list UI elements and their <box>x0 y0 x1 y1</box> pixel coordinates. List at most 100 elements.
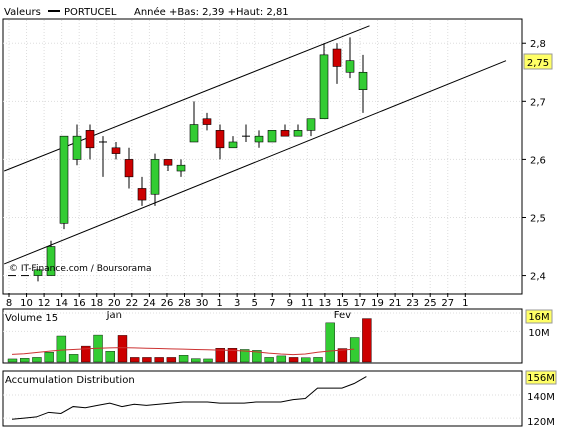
candle-body <box>202 118 212 125</box>
candle-body <box>358 71 368 91</box>
volume-bar <box>337 348 348 363</box>
candle-body <box>176 164 186 172</box>
volume-panel: Volume 15 16M 10M <box>2 308 553 364</box>
series-label: Valeurs <box>4 7 41 18</box>
x-tick-label: 21 <box>389 298 402 309</box>
ad-line <box>11 376 367 420</box>
volume-bar <box>288 357 299 363</box>
volume-bar <box>20 358 30 363</box>
x-tick-label: 1 <box>462 298 468 309</box>
volume-bar <box>252 350 262 363</box>
x-tick-label: 7 <box>269 298 275 309</box>
volume-bar <box>154 357 164 363</box>
candle-body <box>189 124 199 143</box>
price-y-axis: 2,4 2,5 2,6 2,7 2,8 <box>522 39 546 283</box>
ad-tick-low: 120M <box>527 417 555 428</box>
x-tick-label: 11 <box>301 298 314 309</box>
volume-bar <box>81 345 91 363</box>
volume-bar <box>313 357 323 363</box>
ticker-label: PORTUCEL <box>64 7 117 18</box>
x-tick-label: 19 <box>371 298 384 309</box>
year-range-label: Année +Bas: 2,39 +Haut: 2,81 <box>134 6 289 18</box>
candle-body <box>319 54 329 120</box>
last-price-label: 2,75 <box>527 58 549 69</box>
x-tick-label: 16 <box>73 298 86 309</box>
candle-body <box>345 60 355 73</box>
candle-body <box>33 269 43 276</box>
volume-average-polyline <box>11 347 355 356</box>
volume-bar <box>7 358 18 363</box>
x-tick-label: 12 <box>38 298 51 309</box>
candle-body <box>280 130 290 137</box>
candle-body <box>124 159 134 178</box>
x-tick-label: 3 <box>234 298 240 309</box>
volume-bar <box>166 357 177 363</box>
x-tick-label: 1 <box>216 298 222 309</box>
volume-average-line <box>11 347 355 356</box>
x-tick-label: 15 <box>336 298 349 309</box>
x-tick-label: 27 <box>441 298 454 309</box>
volume-bar <box>239 349 250 363</box>
month-label: Jan <box>106 310 122 321</box>
price-panel-frame <box>2 18 523 295</box>
volume-bar <box>117 335 128 363</box>
volume-bar <box>129 357 140 363</box>
candle-body <box>293 130 303 137</box>
candle-body <box>254 135 264 143</box>
ad-tick-mid: 140M <box>527 392 555 403</box>
ad-grid <box>3 394 522 419</box>
x-tick-label: 13 <box>319 298 332 309</box>
ad-polyline <box>11 376 367 420</box>
ad-panel: Accumulation Distribution 156M 140M 120M <box>2 370 557 428</box>
trend-line <box>4 60 507 265</box>
y-tick-label: 2,8 <box>530 39 546 50</box>
x-tick-label: 8 <box>6 298 12 309</box>
volume-bar <box>178 355 189 363</box>
volume-bar <box>44 352 54 363</box>
x-tick-label: 24 <box>143 298 156 309</box>
volume-bar <box>325 322 335 363</box>
x-tick-label: 30 <box>196 298 209 309</box>
month-label: Fev <box>334 310 351 321</box>
x-tick-label: 28 <box>178 298 191 309</box>
volume-bar <box>301 357 311 363</box>
volume-tick-high: 16M <box>528 312 549 323</box>
volume-bar <box>191 358 201 363</box>
candles <box>8 37 368 282</box>
volume-bar <box>215 348 225 363</box>
last-price-badge <box>523 53 553 70</box>
y-tick-label: 2,4 <box>530 272 546 283</box>
candle-body <box>150 159 160 195</box>
x-tick-label: 17 <box>354 298 367 309</box>
x-tick-label: 20 <box>108 298 121 309</box>
ad-last-badge <box>525 370 557 385</box>
volume-title: Volume 15 <box>5 313 58 324</box>
price-panel: © IT-Finance.com / Boursorama 2,42,52,62… <box>2 18 553 321</box>
candle-body <box>59 135 69 224</box>
ad-title: Accumulation Distribution <box>5 375 135 386</box>
volume-panel-frame <box>2 308 523 364</box>
x-tick-label: 23 <box>406 298 419 309</box>
x-tick-label: 25 <box>424 298 437 309</box>
price-grid <box>3 20 522 293</box>
volume-bar <box>264 357 274 363</box>
candle-body <box>137 188 147 201</box>
volume-tick-mid: 10M <box>528 328 549 339</box>
volume-bar <box>142 357 152 363</box>
x-tick-label: 5 <box>252 298 258 309</box>
candle-body <box>163 159 173 166</box>
volume-last-badge <box>525 309 553 324</box>
chart-header: Valeurs PORTUCEL Année +Bas: 2,39 +Haut:… <box>4 6 289 18</box>
y-tick-label: 2,7 <box>530 97 546 108</box>
volume-bar <box>362 318 372 363</box>
candle-body <box>85 130 95 149</box>
volume-bar <box>32 357 42 363</box>
volume-bar <box>68 354 79 363</box>
x-tick-label: 26 <box>161 298 174 309</box>
ad-panel-frame <box>2 370 523 427</box>
x-axis: 8 10 12 14 16 18 20 22 24 26 28 30 1 3 5 7 9 11 13 15 17 19 21… <box>6 293 468 321</box>
volume-bar <box>227 348 238 363</box>
candle-body <box>111 147 121 154</box>
